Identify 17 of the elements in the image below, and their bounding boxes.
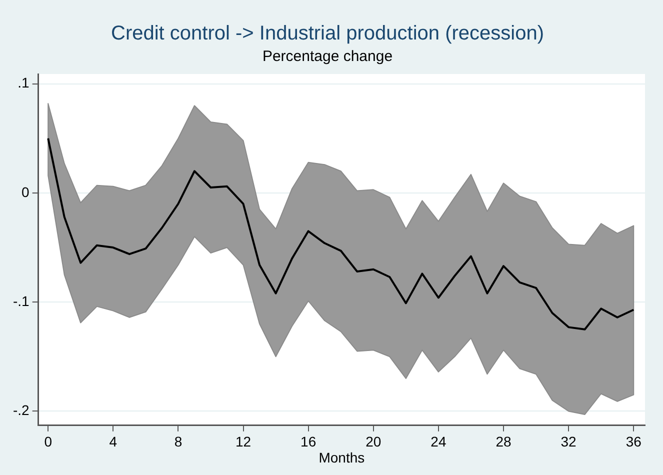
x-tick-label: 16	[300, 434, 316, 450]
x-axis-title: Months	[318, 449, 365, 466]
y-tick-label: -.2	[12, 402, 30, 418]
x-tick-label: 12	[235, 434, 252, 450]
x-tick-label: 28	[496, 434, 512, 450]
x-tick-label: 4	[109, 434, 118, 450]
chart-title: Credit control -> Industrial production (recession)	[111, 22, 544, 45]
chart-subtitle: Percentage change	[262, 48, 393, 66]
y-tick-label: 0	[22, 184, 30, 200]
y-tick-label: -.1	[12, 292, 30, 309]
x-tick-label: 24	[430, 434, 446, 450]
x-tick-label: 20	[366, 434, 382, 450]
y-tick-label: .1	[18, 74, 30, 91]
x-tick-label: 8	[174, 434, 182, 450]
x-tick-label: 36	[626, 434, 642, 450]
x-tick-label: 32	[560, 434, 577, 450]
x-tick-label: 0	[44, 434, 52, 450]
